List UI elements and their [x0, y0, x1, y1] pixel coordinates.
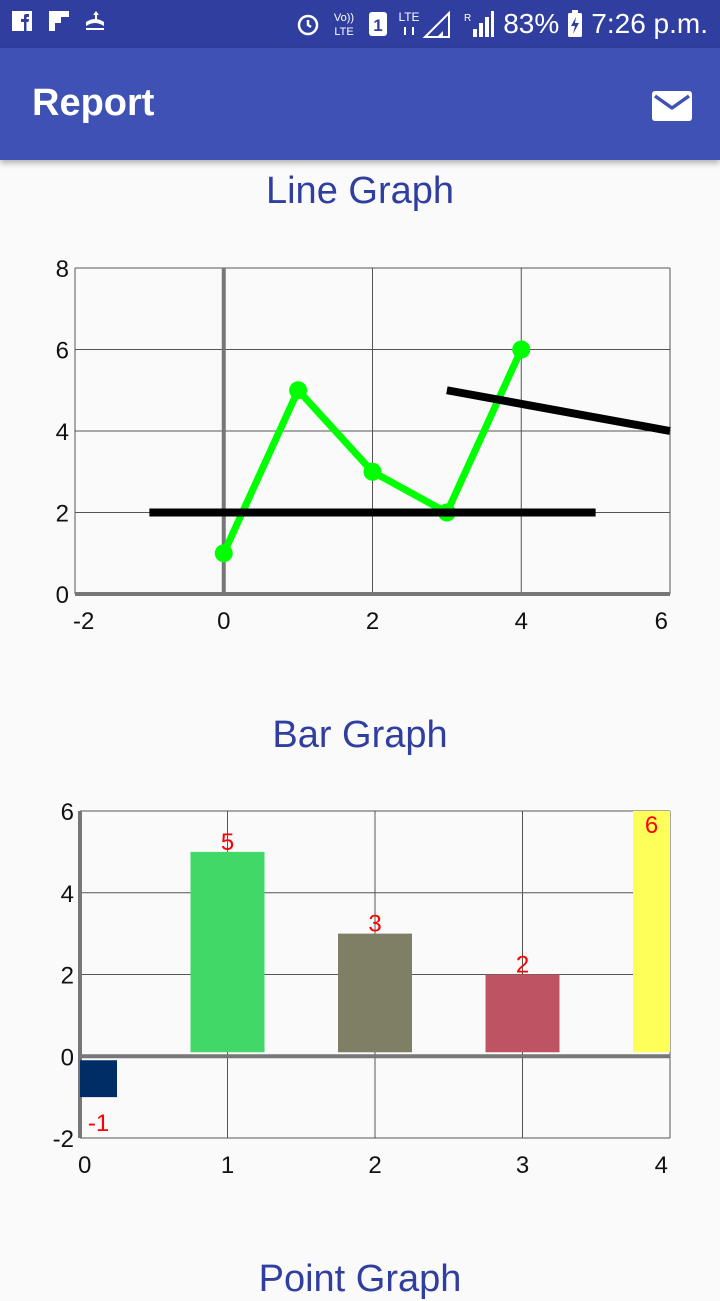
y-tick-label: 4	[61, 881, 74, 908]
alarm-icon	[297, 14, 319, 36]
lte-signal-icon: LTE	[399, 10, 451, 38]
y-tick-label: 4	[56, 419, 69, 446]
bar	[80, 1060, 117, 1098]
data-point	[512, 340, 531, 359]
status-time: 7:26 p.m.	[591, 8, 708, 39]
signal-strength-icon: R	[464, 11, 495, 37]
status-left-icons	[10, 8, 108, 34]
y-tick-label: 2	[61, 963, 74, 990]
bar-value-label: 5	[221, 829, 234, 856]
svg-text:R: R	[464, 13, 471, 24]
x-tick-label: 0	[217, 608, 230, 635]
data-point	[363, 462, 382, 481]
status-right-icons: Vo)) LTE 1 LTE R 83% 7:26 p.m.	[295, 4, 708, 44]
y-tick-label: 6	[61, 799, 74, 826]
facebook-icon	[12, 11, 32, 31]
y-tick-label: 0	[61, 1044, 74, 1071]
volte-icon: Vo)) LTE	[334, 12, 354, 38]
y-tick-label: 8	[56, 256, 69, 283]
bar-value-label: 2	[516, 952, 529, 979]
x-tick-label: -2	[73, 608, 94, 635]
x-tick-label: 6	[655, 608, 668, 635]
x-tick-label: 2	[368, 1152, 381, 1179]
bar	[190, 851, 265, 1053]
svg-text:LTE: LTE	[335, 26, 354, 38]
svg-text:1: 1	[373, 16, 382, 35]
bar	[338, 933, 412, 1053]
page-title: Report	[32, 82, 155, 124]
x-tick-label: 1	[221, 1152, 234, 1179]
battery-charging-icon	[568, 10, 583, 37]
bar	[485, 974, 560, 1053]
bar	[633, 811, 670, 1053]
sim-1-icon: 1	[369, 12, 388, 36]
status-bar: Vo)) LTE 1 LTE R 83% 7:26 p.m.	[0, 0, 720, 48]
battery-percent: 83%	[503, 8, 560, 39]
bar-value-label: -1	[88, 1110, 109, 1137]
bar-value-label: 6	[645, 812, 658, 839]
app-bar: Report	[0, 48, 720, 160]
trend-line-2	[446, 386, 671, 435]
x-tick-label: 2	[366, 608, 379, 635]
data-point	[214, 544, 233, 563]
x-tick-label: 3	[516, 1152, 529, 1179]
y-tick-label: 2	[56, 501, 69, 528]
flipboard-icon	[49, 11, 69, 31]
data-transfer-icon	[86, 11, 104, 30]
y-tick-label: 6	[56, 338, 69, 365]
y-tick-label: 0	[56, 582, 69, 609]
line-graph-title: Line Graph	[265, 170, 454, 212]
x-tick-label: 4	[515, 608, 528, 635]
svg-text:LTE: LTE	[399, 10, 420, 24]
x-tick-label: 0	[78, 1152, 91, 1179]
bar-graph-title: Bar Graph	[272, 714, 448, 756]
data-point	[289, 381, 308, 400]
x-tick-label: 4	[655, 1152, 668, 1179]
y-tick-label: -2	[53, 1126, 74, 1153]
mail-icon[interactable]	[648, 86, 696, 126]
svg-text:Vo)): Vo))	[334, 12, 354, 24]
bar-value-label: 3	[368, 911, 381, 938]
